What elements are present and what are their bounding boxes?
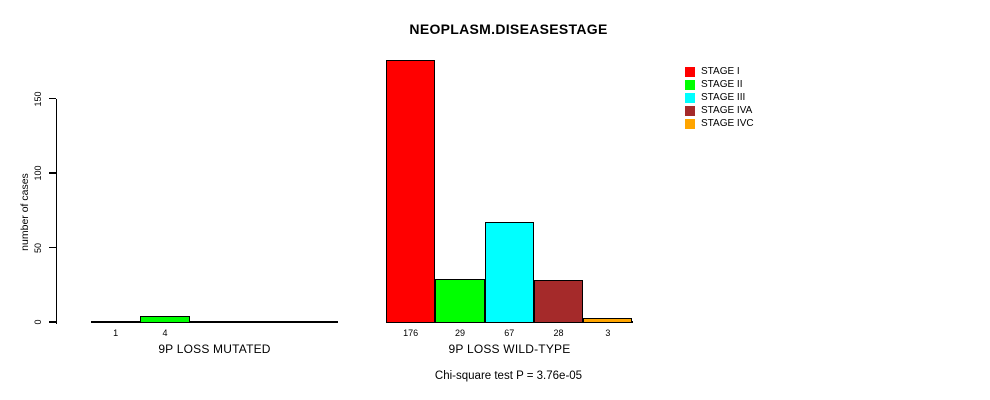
legend-label: STAGE IVC [701, 118, 754, 130]
legend-label: STAGE II [701, 78, 743, 90]
bar [583, 317, 633, 323]
legend-swatch [685, 79, 695, 90]
bar-value-label: 28 [553, 328, 564, 338]
legend-label: STAGE III [701, 91, 746, 103]
bar [91, 320, 141, 323]
y-tick [48, 246, 56, 249]
legend-item: STAGE I [685, 65, 754, 78]
legend-item: STAGE IVA [685, 105, 754, 118]
legend-item: STAGE II [685, 78, 754, 91]
y-tick-label: 100 [33, 165, 43, 181]
legend-swatch [685, 119, 695, 130]
legend-item: STAGE IVC [685, 118, 754, 131]
legend-swatch [685, 106, 695, 117]
y-tick [48, 321, 56, 323]
bar-value-label: 3 [605, 328, 611, 338]
legend-label: STAGE I [701, 65, 740, 77]
y-tick-label: 0 [33, 319, 43, 325]
y-tick-label: 150 [33, 90, 43, 107]
bar-value-label: 4 [162, 328, 168, 338]
group-baseline [91, 321, 338, 323]
bar [140, 316, 190, 323]
bar [533, 280, 584, 323]
legend-swatch [685, 92, 695, 103]
chart-title: NEOPLASM.DISEASESTAGE [409, 21, 608, 37]
bar [386, 59, 436, 323]
y-tick [48, 97, 56, 100]
legend-label: STAGE IVA [701, 105, 753, 117]
y-tick [48, 172, 56, 174]
bar [435, 278, 485, 323]
legend: STAGE I STAGE II STAGE III STAGE IVA STAGE I… [685, 65, 754, 131]
legend-item: STAGE III [685, 91, 754, 104]
stat-test-annotation: Chi-square test P = 3.76e-05 [434, 370, 583, 382]
y-axis-line [55, 98, 57, 324]
y-tick-label: 50 [33, 242, 43, 253]
bar-value-label: 67 [504, 328, 515, 338]
bar [484, 222, 534, 323]
group-label-mutated: 9P LOSS MUTATED [158, 342, 271, 356]
y-axis-label: number of cases [19, 173, 31, 251]
group-label-wildtype: 9P LOSS WILD-TYPE [448, 342, 571, 356]
bar-value-label: 1 [113, 328, 119, 338]
legend-swatch [685, 66, 695, 77]
bar-value-label: 176 [403, 328, 419, 338]
bar-value-label: 29 [454, 328, 465, 338]
